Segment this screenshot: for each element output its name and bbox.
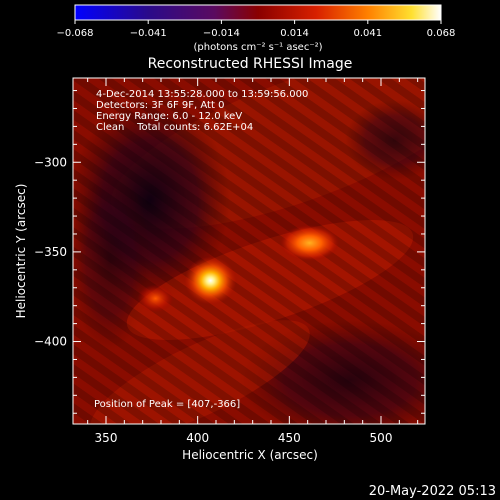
axes: 350 400 450 500 −300 −350 −400: [34, 78, 425, 445]
colorbar-tick-label: 0.014: [280, 28, 309, 39]
chart-title: Reconstructed RHESSI Image: [148, 56, 353, 72]
annotation-time-range: 4-Dec-2014 13:55:28.000 to 13:59:56.000: [96, 89, 308, 100]
observation-annotations: 4-Dec-2014 13:55:28.000 to 13:59:56.000 …: [96, 89, 308, 133]
y-tick-label: −350: [34, 245, 67, 259]
colorbar-tick-label: 0.041: [353, 28, 382, 39]
x-tick-label: 500: [370, 431, 393, 445]
y-tick-label: −300: [34, 155, 67, 169]
x-tick-label: 350: [95, 431, 118, 445]
source-blob-2: [279, 224, 340, 261]
annotation-energy-range: Energy Range: 6.0 - 12.0 keV: [96, 111, 242, 122]
peak-position-label: Position of Peak = [407,-366]: [94, 399, 240, 410]
timestamp: 20-May-2022 05:13: [369, 484, 496, 499]
annotation-detectors: Detectors: 3F 6F 9F, Att 0: [96, 100, 224, 111]
y-tick-label: −400: [34, 335, 67, 349]
colorbar-tick-label: −0.014: [203, 28, 240, 39]
heatmap-image: [73, 78, 425, 424]
source-blob-3: [137, 284, 174, 313]
colorbar-unit-label: (photons cm⁻² s⁻¹ asec⁻²): [193, 42, 322, 53]
source-markers: [137, 224, 340, 313]
colorbar-tick-label: −0.041: [130, 28, 167, 39]
colorbar-tick-label: −0.068: [56, 28, 93, 39]
x-axis-label: Heliocentric X (arcsec): [182, 448, 318, 462]
x-tick-label: 400: [186, 431, 209, 445]
colorbar-ticks: −0.068 −0.041 −0.014 0.014 0.041 0.068: [56, 20, 455, 39]
source-blob-1: [184, 256, 237, 305]
y-axis-label: Heliocentric Y (arcsec): [14, 184, 28, 319]
colorbar-tick-label: 0.068: [427, 28, 456, 39]
colorbar: [74, 4, 442, 21]
x-tick-label: 450: [278, 431, 301, 445]
annotation-clean-counts: Clean Total counts: 6.62E+04: [96, 122, 253, 133]
plot-frame: [72, 77, 426, 425]
